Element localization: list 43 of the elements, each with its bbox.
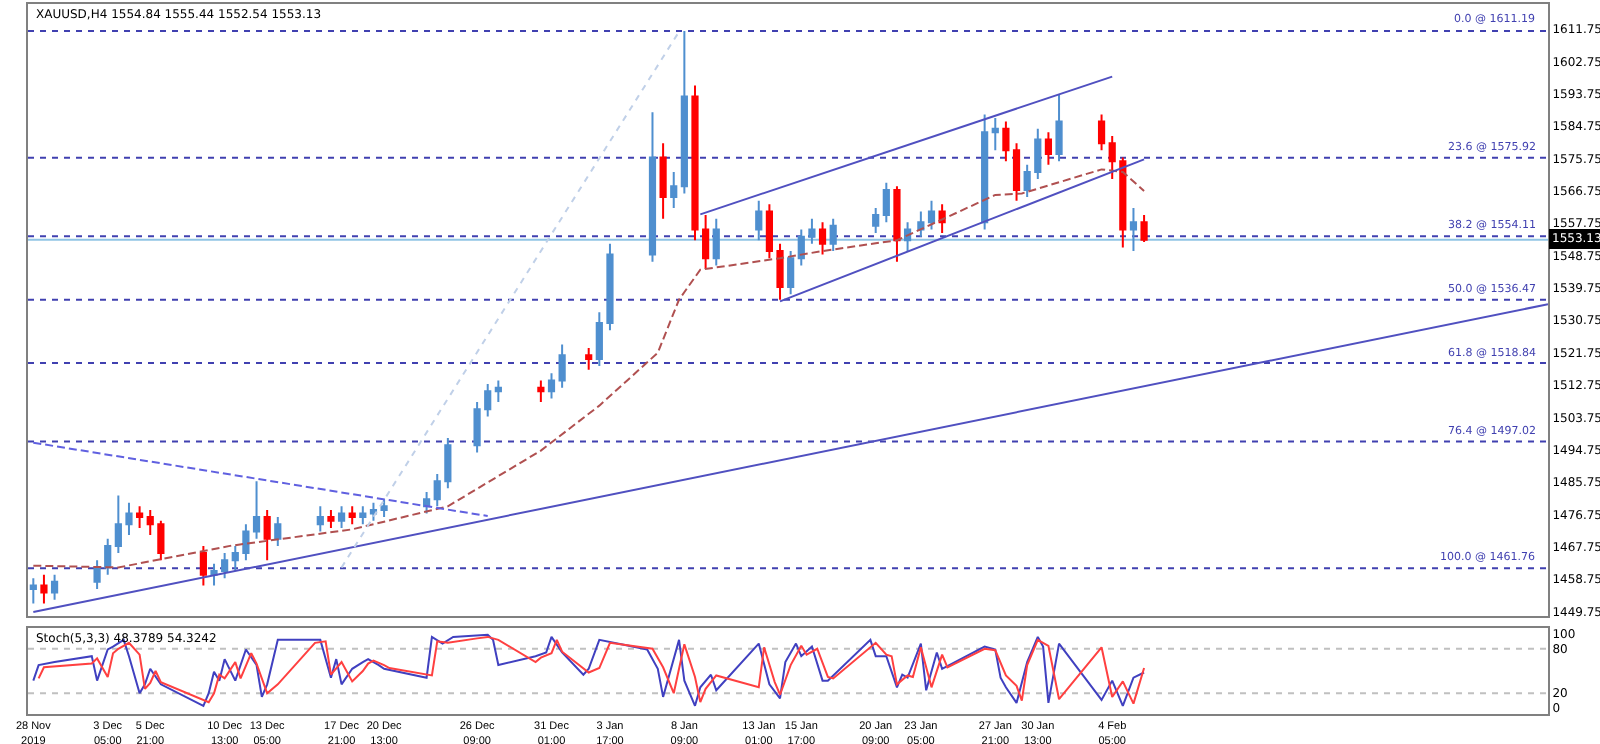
- candlestick: [199, 544, 207, 587]
- candlestick: [755, 199, 763, 242]
- candlestick: [991, 116, 999, 152]
- candlestick: [882, 181, 890, 224]
- candlestick: [585, 347, 593, 371]
- candlestick: [1140, 214, 1148, 243]
- candlestick: [104, 537, 112, 576]
- candlestick: [1044, 131, 1053, 166]
- line-series: [32, 168, 1146, 569]
- candlestick: [348, 505, 356, 526]
- candlestick: [829, 217, 837, 253]
- candlestick: [50, 573, 59, 601]
- candlestick: [670, 170, 678, 209]
- candlestick: [337, 505, 346, 529]
- candlestick: [927, 199, 936, 231]
- candlestick: [1097, 113, 1106, 152]
- candlestick: [648, 111, 657, 263]
- candlestick: [316, 505, 324, 533]
- candlestick: [893, 185, 901, 263]
- candlestick: [558, 343, 566, 389]
- candlestick: [787, 250, 795, 296]
- candlestick: [423, 490, 431, 515]
- candlestick: [938, 203, 946, 235]
- candlestick: [818, 221, 827, 256]
- candlestick: [136, 505, 144, 529]
- candlestick: [1055, 93, 1063, 163]
- candlestick: [263, 508, 271, 562]
- candlestick: [40, 573, 48, 605]
- candlestick: [494, 379, 502, 404]
- candlestick: [1129, 206, 1138, 253]
- candlestick: [537, 379, 545, 404]
- candlestick: [903, 221, 912, 253]
- candlestick: [93, 559, 101, 591]
- candlestick: [29, 577, 37, 605]
- candlestick: [359, 505, 367, 526]
- candlestick: [659, 142, 667, 220]
- candlestick: [547, 372, 556, 400]
- candlestick: [981, 113, 989, 231]
- candlestick: [680, 30, 688, 195]
- candlestick: [872, 206, 880, 235]
- candlestick: [327, 508, 335, 529]
- candlestick: [274, 516, 282, 547]
- candlestick: [712, 217, 720, 267]
